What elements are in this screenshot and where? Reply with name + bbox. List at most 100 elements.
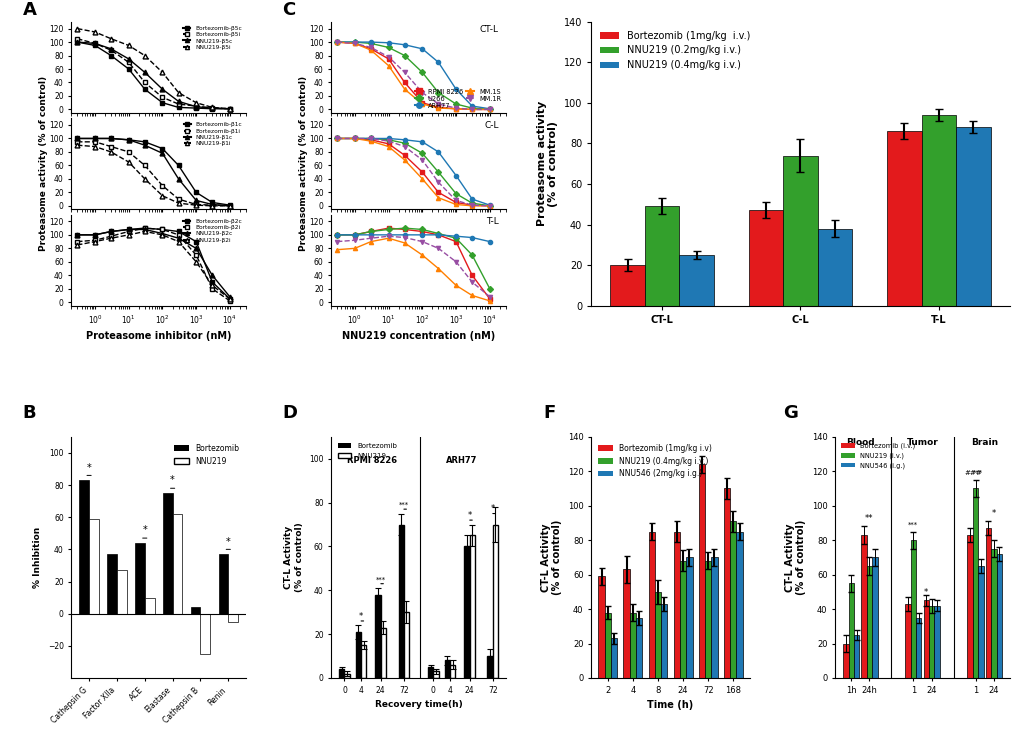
Y-axis label: CT-L Activity
(% of control): CT-L Activity (% of control): [284, 523, 304, 592]
Legend: Bortezomib-β1c, Bortezomib-β1i, NNU219-β1c, NNU219-β1i: Bortezomib-β1c, Bortezomib-β1i, NNU219-β…: [182, 121, 243, 147]
Bar: [861, 535, 866, 678]
X-axis label: Time (h): Time (h): [647, 700, 693, 710]
Text: *: *: [143, 526, 147, 535]
Bar: [487, 656, 492, 678]
Bar: [449, 665, 454, 678]
Bar: [444, 660, 449, 678]
Legend: Bortezomib, NNU219: Bortezomib, NNU219: [334, 440, 399, 461]
Bar: [629, 612, 636, 678]
Text: RPMI 8226: RPMI 8226: [347, 456, 397, 465]
Bar: [191, 607, 201, 614]
Legend: Bortezomib (1mg/kg i.v), NNU219 (0.4mg/kg i.v.), NNU546 (2mg/kg i.g.): Bortezomib (1mg/kg i.v), NNU219 (0.4mg/k…: [594, 440, 714, 481]
Text: ***: ***: [375, 577, 385, 582]
Bar: [344, 674, 350, 678]
Text: F: F: [543, 404, 555, 421]
Text: C-L: C-L: [484, 121, 498, 130]
Bar: [636, 617, 642, 678]
Text: Blood: Blood: [845, 438, 874, 448]
Text: ARH77: ARH77: [445, 456, 477, 465]
Bar: [380, 628, 385, 678]
Text: *: *: [225, 537, 230, 547]
Bar: [723, 488, 730, 678]
Text: D: D: [282, 404, 298, 421]
Bar: [648, 531, 654, 678]
Bar: [172, 514, 182, 614]
Y-axis label: % Inhibition: % Inhibition: [34, 527, 42, 588]
Bar: [736, 531, 742, 678]
Legend: Bortezomib (i.v.), NNU219 (i.v.), NNU546 (i.g.): Bortezomib (i.v.), NNU219 (i.v.), NNU546…: [838, 440, 917, 472]
Bar: [848, 583, 853, 678]
Bar: [218, 554, 228, 614]
Bar: [428, 667, 433, 678]
Text: *: *: [923, 588, 927, 597]
Text: Tumor: Tumor: [906, 438, 937, 448]
Bar: [817, 229, 852, 305]
Bar: [644, 206, 679, 305]
Bar: [654, 592, 660, 678]
Bar: [783, 155, 817, 305]
Text: *: *: [170, 475, 175, 486]
Bar: [905, 604, 910, 678]
Legend: RPMI 8226, U266, ARH77, MM.1S, MM.1R: RPMI 8226, U266, ARH77, MM.1S, MM.1R: [414, 88, 502, 109]
Bar: [135, 543, 145, 614]
Bar: [915, 617, 920, 678]
Bar: [910, 540, 915, 678]
Text: ***: ***: [398, 502, 409, 508]
Bar: [610, 639, 616, 678]
Bar: [866, 566, 871, 678]
Text: B: B: [22, 404, 36, 421]
Bar: [433, 671, 438, 678]
Bar: [748, 211, 783, 305]
Bar: [933, 606, 938, 678]
Legend: Bortezomib, NNU219: Bortezomib, NNU219: [170, 440, 242, 469]
Bar: [339, 669, 344, 678]
Bar: [843, 644, 848, 678]
Legend: Bortezomib-β2c, Bortezomib-β2i, NNU219-β2c, NNU219-β2i: Bortezomib-β2c, Bortezomib-β2i, NNU219-β…: [182, 217, 243, 243]
Text: **: **: [864, 514, 873, 523]
Bar: [398, 524, 404, 678]
Text: Brain: Brain: [970, 438, 998, 448]
Bar: [107, 554, 117, 614]
Text: *: *: [990, 509, 995, 518]
Bar: [673, 531, 680, 678]
Bar: [686, 558, 692, 678]
Text: ***: ***: [907, 521, 917, 527]
Bar: [967, 535, 972, 678]
Y-axis label: Proteasome activity (% of control): Proteasome activity (% of control): [39, 76, 48, 252]
Bar: [977, 566, 982, 678]
Bar: [698, 464, 704, 678]
Bar: [996, 554, 1001, 678]
Text: G: G: [782, 404, 797, 421]
Bar: [356, 632, 361, 678]
Y-axis label: CT-L Activity
(% of control): CT-L Activity (% of control): [784, 520, 805, 595]
Bar: [404, 612, 409, 678]
Bar: [469, 536, 475, 678]
Text: T-L: T-L: [486, 217, 498, 227]
Bar: [972, 488, 977, 678]
Y-axis label: Proteasome activity
(% of control): Proteasome activity (% of control): [536, 101, 557, 226]
Text: CT-L: CT-L: [479, 25, 498, 34]
X-axis label: Recovery time(h): Recovery time(h): [374, 700, 462, 709]
Bar: [679, 255, 713, 305]
Bar: [623, 569, 629, 678]
Bar: [609, 265, 644, 305]
Bar: [361, 645, 366, 678]
Bar: [464, 547, 469, 678]
X-axis label: NNU219 concentration (nM): NNU219 concentration (nM): [341, 331, 495, 341]
Bar: [680, 561, 686, 678]
Bar: [228, 614, 237, 622]
Bar: [871, 558, 876, 678]
Bar: [89, 519, 99, 614]
Text: *: *: [87, 463, 92, 472]
Bar: [604, 612, 610, 678]
Bar: [928, 606, 933, 678]
Bar: [710, 558, 717, 678]
Bar: [853, 635, 858, 678]
Bar: [375, 595, 380, 678]
Bar: [79, 480, 89, 614]
Text: ***: ***: [972, 469, 982, 476]
X-axis label: Proteasome inhibitor (nM): Proteasome inhibitor (nM): [86, 331, 231, 341]
Bar: [887, 131, 921, 305]
Text: ###: ###: [963, 469, 980, 476]
Text: A: A: [22, 1, 37, 19]
